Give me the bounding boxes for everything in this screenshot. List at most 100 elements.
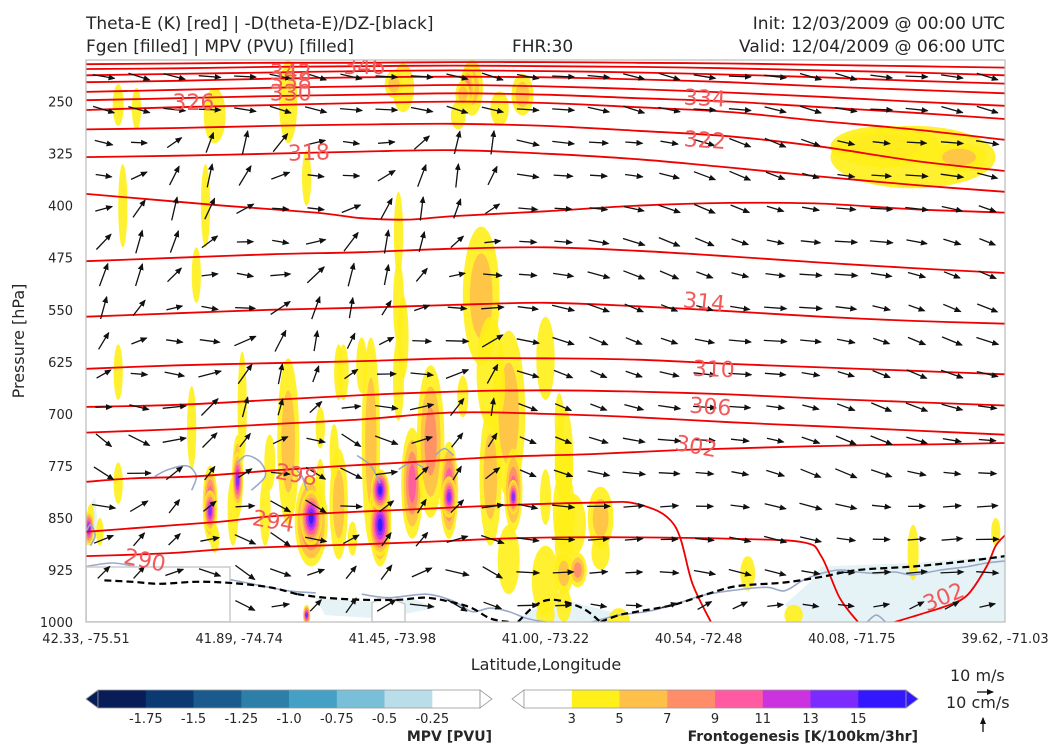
y-axis-ticks: 250 325 400 475 550 625 700 775 850 925 1000 <box>40 96 73 631</box>
wind-vector <box>730 305 751 312</box>
wind-vector <box>165 568 185 577</box>
mpv-colorbar-label: MPV [PVU] <box>407 729 492 745</box>
wind-vector <box>481 304 505 311</box>
x-tick-label: 40.54, -72.48 <box>655 632 742 647</box>
wind-vector <box>516 173 540 180</box>
theta-e-contour <box>86 301 1005 325</box>
wind-vector <box>660 304 679 312</box>
y-tick-label: 700 <box>48 408 73 423</box>
wind-vector <box>975 140 1000 147</box>
wind-vector <box>694 338 716 345</box>
fgen-colorbar-segment <box>667 690 716 708</box>
x-tick-label: 41.45, -73.98 <box>349 632 436 647</box>
wind-vector <box>940 173 965 180</box>
wind-vector <box>694 437 716 444</box>
theta-e-label: 334 <box>683 86 726 113</box>
wind-vector <box>132 199 146 218</box>
y-tick-label: 850 <box>48 512 73 527</box>
wind-vector <box>445 569 470 577</box>
frontogenesis-blob <box>573 562 582 578</box>
wind-vector <box>200 397 219 416</box>
wind-vector <box>622 237 646 247</box>
wind-vector <box>554 403 573 412</box>
fgen-colorbar-tick: 5 <box>615 712 623 727</box>
wind-vector <box>766 239 785 246</box>
wind-vector <box>204 465 216 481</box>
wind-vector <box>481 106 505 114</box>
mpv-colorbar-segment <box>432 690 481 708</box>
wind-vector <box>836 403 856 412</box>
wind-vector <box>661 602 678 609</box>
wind-vector <box>452 465 462 481</box>
wind-vector <box>765 171 786 180</box>
mpv-colorbar-segment <box>336 690 386 708</box>
frontogenesis-blob <box>365 377 377 506</box>
frontogenesis-blob <box>302 150 312 206</box>
theta-e-contour <box>86 246 1005 274</box>
wind-vector <box>410 106 434 114</box>
wind-vector <box>658 106 681 114</box>
wind-vector <box>241 396 250 418</box>
theta-e-contour <box>86 193 1005 221</box>
mpv-colorbar-extend-low <box>85 689 99 709</box>
wind-vector <box>555 602 573 609</box>
wind-vector <box>589 336 609 346</box>
theta-e-label: 306 <box>688 394 732 422</box>
wind-vector <box>413 135 431 150</box>
wind-vector <box>589 206 609 213</box>
wind-vector <box>693 569 717 577</box>
wind-vector <box>835 72 858 81</box>
frontogenesis-blob <box>457 375 469 418</box>
wind-vector <box>976 336 1000 346</box>
wind-vector <box>277 363 285 385</box>
frontogenesis-blob <box>191 247 201 303</box>
wind-vector-layer <box>91 72 1000 614</box>
wind-vector <box>905 73 929 80</box>
wind-vector <box>905 402 929 412</box>
wind-vector <box>800 138 821 147</box>
wind-vector <box>870 469 893 478</box>
wind-vector <box>199 338 221 345</box>
wind-vector <box>518 402 539 412</box>
wind-vector <box>446 599 468 612</box>
wind-vector <box>130 171 148 180</box>
mpv-colorbar-tick: -1.5 <box>181 712 206 727</box>
frontogenesis-blob <box>259 476 271 546</box>
wind-vector <box>202 432 218 448</box>
wind-vector <box>588 436 609 445</box>
wind-vector <box>130 371 149 378</box>
wind-vector <box>906 569 928 576</box>
wind-vector <box>270 531 292 547</box>
wind-vector <box>764 106 787 114</box>
wind-vector <box>872 139 891 146</box>
wind-vector <box>239 432 251 448</box>
wind-vector <box>905 173 929 180</box>
wind-vector <box>837 173 856 180</box>
mpv-colorbar-frame <box>97 689 481 709</box>
wind-vector <box>518 272 538 279</box>
wind-vector <box>554 239 573 246</box>
wind-vector <box>380 197 393 220</box>
x-axis-ticks: 42.33, -75.51 41.89, -74.74 41.45, -73.98 4… <box>42 632 1048 647</box>
wind-vector <box>274 329 287 352</box>
wind-vector <box>553 369 574 379</box>
wind-vector <box>128 105 151 114</box>
wind-vector <box>976 72 999 81</box>
wind-vector <box>943 238 962 246</box>
wind-vector <box>516 569 541 576</box>
wind-vector <box>167 267 183 283</box>
wind-vector <box>764 137 787 148</box>
theta-e-contour <box>86 411 1005 436</box>
wind-vector <box>552 569 575 576</box>
frontogenesis-blob <box>536 601 555 622</box>
wind-vector <box>272 436 289 445</box>
wind-vector <box>658 404 682 411</box>
wind-vector <box>870 106 894 113</box>
wind-vector <box>693 203 716 214</box>
wind-vector <box>489 397 496 416</box>
wind-vector <box>411 567 433 578</box>
y-tick-label: 400 <box>48 200 73 215</box>
wind-vector <box>381 531 392 547</box>
wind-vector <box>235 305 257 312</box>
